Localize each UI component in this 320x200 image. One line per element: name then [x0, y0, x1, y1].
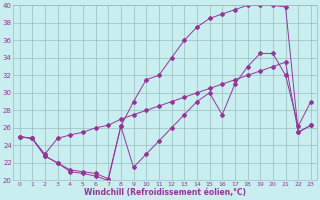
X-axis label: Windchill (Refroidissement éolien,°C): Windchill (Refroidissement éolien,°C): [84, 188, 246, 197]
